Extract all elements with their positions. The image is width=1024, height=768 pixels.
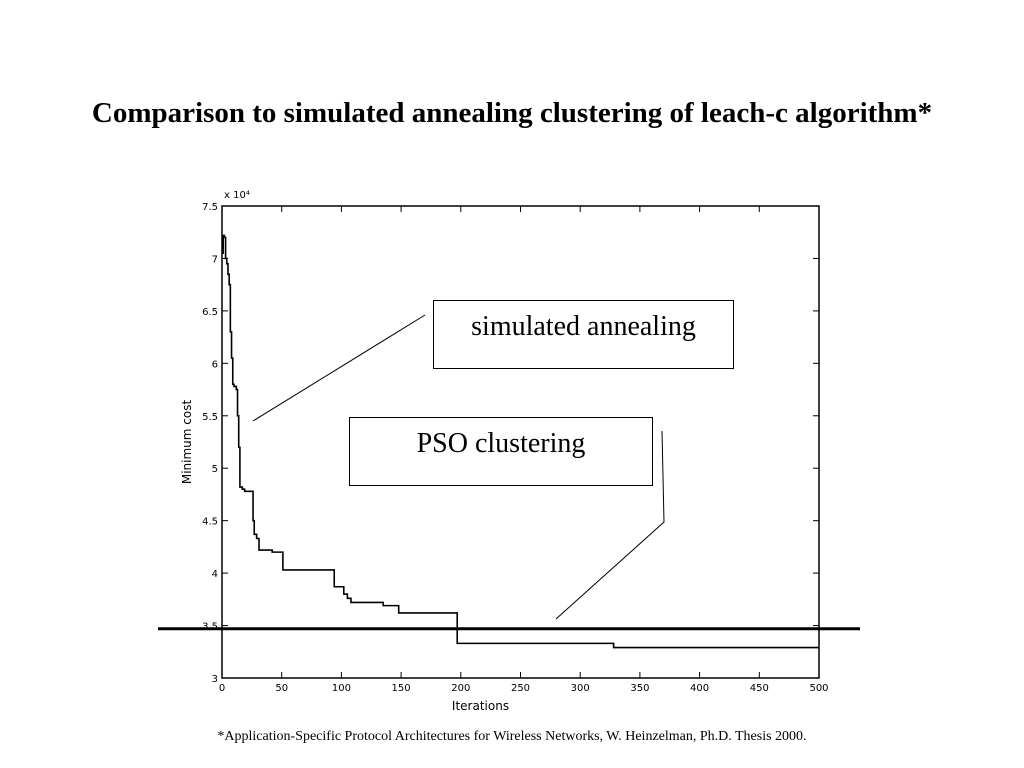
simulated-annealing-leader-line <box>252 314 426 422</box>
chart-series <box>158 234 860 649</box>
x-tick-label: 100 <box>332 683 351 694</box>
y-tick-label: 6 <box>212 359 218 370</box>
simulated-annealing-line <box>222 234 819 649</box>
y-exponent-label: x 10⁴ <box>224 190 250 201</box>
y-tick-label: 6.5 <box>202 307 218 318</box>
x-tick-label: 350 <box>630 683 649 694</box>
callout-lines <box>252 314 665 620</box>
y-axis-title: Minimum cost <box>180 400 194 485</box>
slide-title: Comparison to simulated annealing cluste… <box>91 97 933 129</box>
axis-ticks: 0 50 100 150 200 250 300 350 400 450 500 3 3.5 4 4.5 5 5… <box>202 202 828 694</box>
y-tick-label: 3.5 <box>202 622 218 633</box>
x-tick-label: 200 <box>451 683 470 694</box>
x-tick-label: 300 <box>571 683 590 694</box>
x-tick-label: 0 <box>219 683 225 694</box>
x-axis-title: Iterations <box>452 699 509 713</box>
footnote-citation: *Application-Specific Protocol Architect… <box>217 729 807 744</box>
y-tick-label: 3 <box>212 674 218 685</box>
y-tick-label: 5 <box>212 464 218 475</box>
simulated-annealing-callout: simulated annealing <box>433 300 734 369</box>
y-tick-label: 4 <box>212 569 218 580</box>
y-tick-label: 7.5 <box>202 202 218 213</box>
y-tick-label: 5.5 <box>202 412 218 423</box>
x-tick-label: 150 <box>392 683 411 694</box>
pso-clustering-leader-line <box>555 430 665 620</box>
y-tick-label: 7 <box>212 254 218 265</box>
x-tick-label: 50 <box>275 683 288 694</box>
x-tick-label: 500 <box>809 683 828 694</box>
x-tick-label: 400 <box>690 683 709 694</box>
pso-clustering-callout: PSO clustering <box>349 417 653 486</box>
x-tick-label: 450 <box>750 683 769 694</box>
x-tick-label: 250 <box>511 683 530 694</box>
y-tick-label: 4.5 <box>202 517 218 528</box>
